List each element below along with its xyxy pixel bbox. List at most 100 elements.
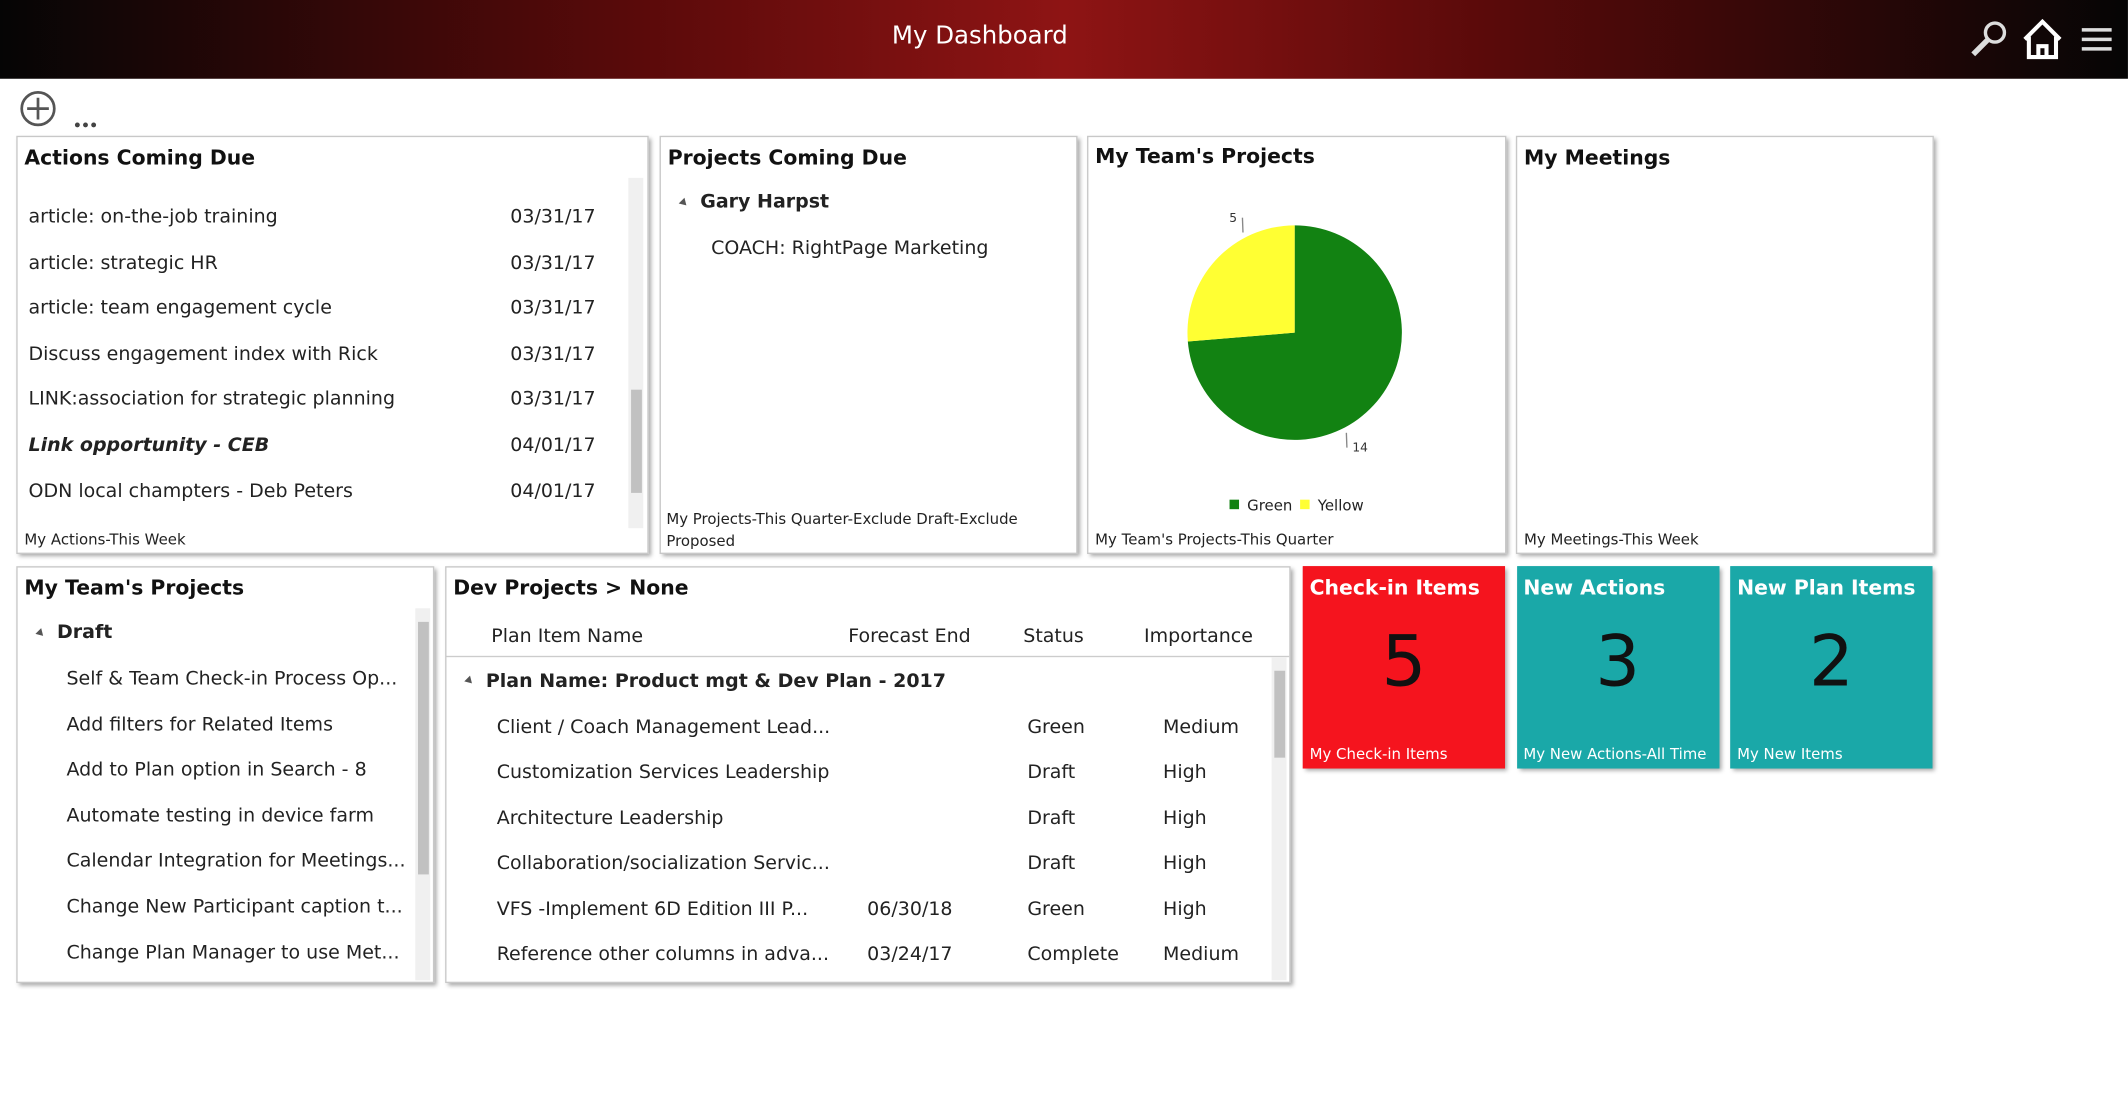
dev-cell: Complete bbox=[1027, 943, 1119, 966]
dev-cell: Green bbox=[1027, 716, 1085, 739]
leader-line bbox=[1241, 217, 1244, 233]
action-date: 03/31/17 bbox=[510, 206, 596, 229]
action-date: 03/31/17 bbox=[510, 388, 596, 411]
scrollbar bbox=[415, 608, 431, 981]
action-name: Discuss engagement index with Rick bbox=[28, 343, 378, 365]
team-chart-panel: My Team's Projects 14 5 Green Yellow My Team'… bbox=[1087, 135, 1507, 554]
group-label: Plan Name: Product mgt & Dev Plan - 2017 bbox=[485, 670, 947, 693]
tile-title: New Actions bbox=[1523, 575, 1666, 601]
action-date: 04/01/17 bbox=[510, 480, 596, 502]
panel-title: My Meetings bbox=[1524, 145, 1671, 170]
pie-slice bbox=[1187, 225, 1402, 440]
panel-footer: My Meetings-This Week bbox=[1524, 530, 1699, 549]
scrollbar bbox=[628, 177, 644, 529]
dev-cell: 03/24/17 bbox=[867, 943, 953, 966]
column-header: Forecast End bbox=[848, 625, 971, 648]
project-item: Change Plan Manager to use Met... bbox=[66, 941, 400, 964]
expand-arrow bbox=[678, 197, 690, 209]
tile-value: 3 bbox=[1595, 621, 1641, 704]
header-title: My Dashboard bbox=[891, 21, 1068, 51]
scroll-thumb bbox=[631, 389, 642, 493]
kpi-tile[interactable]: New Actions 3 My New Actions-All Time bbox=[1516, 566, 1719, 769]
dev-cell: High bbox=[1163, 807, 1207, 830]
kpi-tile[interactable]: Check-in Items 5 My Check-in Items bbox=[1302, 566, 1506, 769]
panel-footer: My Team's Projects-This Quarter bbox=[1095, 530, 1334, 549]
dev-cell: Draft bbox=[1027, 807, 1076, 830]
tile-value: 2 bbox=[1808, 621, 1854, 704]
header-icons[interactable] bbox=[1965, 16, 2117, 62]
dev-cell: High bbox=[1163, 852, 1207, 875]
action-date: 03/31/17 bbox=[510, 343, 596, 365]
scroll-thumb bbox=[417, 621, 429, 875]
panel-title: Dev Projects > None bbox=[453, 575, 689, 601]
action-name: article: strategic HR bbox=[28, 251, 218, 274]
scroll-thumb bbox=[1274, 670, 1286, 758]
action-date: 03/31/17 bbox=[510, 251, 596, 274]
dev-cell: Client / Coach Management Lead... bbox=[496, 716, 831, 739]
tile-value: 5 bbox=[1381, 621, 1427, 704]
project-item: Automate testing in device farm bbox=[66, 804, 374, 827]
toolbar[interactable] bbox=[18, 90, 105, 131]
dev-cell: 06/30/18 bbox=[867, 898, 953, 921]
panel-footer: My Actions-This Week bbox=[24, 530, 622, 549]
dev-cell: High bbox=[1163, 762, 1207, 784]
dev-cell: Architecture Leadership bbox=[496, 807, 724, 830]
column-header: Status bbox=[1023, 625, 1084, 648]
dev-cell: Reference other columns in adva... bbox=[496, 943, 830, 966]
column-header: Importance bbox=[1144, 625, 1253, 648]
actions-panel: Actions Coming Due article: on-the-job tr… bbox=[16, 135, 649, 554]
legend-label: Yellow bbox=[1317, 497, 1364, 515]
dev-cell: High bbox=[1163, 898, 1207, 921]
project-item: Add to Plan option in Search - 8 bbox=[66, 759, 367, 781]
dev-panel: Dev Projects > None Plan Item Name Forecas… bbox=[445, 566, 1291, 984]
tile-footer: My New Actions-All Time bbox=[1523, 745, 1707, 764]
tile-title: New Plan Items bbox=[1737, 575, 1916, 601]
action-name: Link opportunity - CEB bbox=[28, 434, 270, 457]
dev-cell: Medium bbox=[1163, 716, 1240, 739]
tile-footer: My Check-in Items bbox=[1309, 745, 1448, 764]
dev-cell: Collaboration/socialization Servic... bbox=[496, 852, 830, 875]
dev-cell: Green bbox=[1027, 898, 1085, 921]
group-label: Draft bbox=[56, 621, 113, 644]
pie-label: 5 bbox=[1229, 211, 1237, 225]
kpi-tile[interactable]: New Plan Items 2 My New Items bbox=[1730, 566, 1933, 769]
tile-footer: My New Items bbox=[1737, 745, 1843, 764]
dev-cell: Draft bbox=[1027, 852, 1076, 875]
action-date: 04/01/17 bbox=[510, 434, 596, 457]
legend-label: Green bbox=[1247, 497, 1292, 515]
action-name: article: team engagement cycle bbox=[28, 297, 332, 320]
column-header: Plan Item Name bbox=[491, 625, 644, 648]
expand-arrow bbox=[35, 628, 46, 639]
dev-cell: VFS -Implement 6D Edition III P... bbox=[496, 898, 809, 921]
expand-arrow bbox=[464, 675, 475, 687]
pie-label: 14 bbox=[1352, 441, 1368, 455]
panel-title: Actions Coming Due bbox=[24, 145, 256, 170]
tile-title: Check-in Items bbox=[1309, 575, 1480, 601]
action-name: article: on-the-job training bbox=[28, 206, 278, 229]
dev-cell: Medium bbox=[1163, 943, 1240, 966]
pie-slice bbox=[1187, 225, 1295, 342]
header bbox=[0, 0, 2128, 79]
dev-cell: Draft bbox=[1027, 762, 1076, 784]
legend-swatch bbox=[1229, 499, 1240, 510]
action-date: 03/31/17 bbox=[510, 297, 596, 320]
project-item: Change New Participant caption t... bbox=[66, 896, 403, 918]
header-rule bbox=[446, 655, 1290, 658]
pie-chart: 14 5 Green Yellow bbox=[1187, 211, 1402, 515]
group-label: Gary Harpst bbox=[700, 191, 830, 214]
meetings-panel: My Meetings My Meetings-This Week bbox=[1515, 135, 1934, 554]
project-item: Add filters for Related Items bbox=[66, 713, 333, 736]
dev-cell: Customization Services Leadership bbox=[496, 762, 830, 784]
leader-line bbox=[1345, 432, 1348, 448]
panel-title: My Team's Projects bbox=[1095, 143, 1315, 169]
panel-title: My Team's Projects bbox=[24, 575, 245, 601]
project-item: Self & Team Check-in Process Op... bbox=[66, 668, 398, 690]
team-list-panel: My Team's Projects Draft Self & Team Check… bbox=[16, 566, 435, 984]
panel-title: Projects Coming Due bbox=[667, 145, 907, 170]
project-item: COACH: RightPage Marketing bbox=[711, 237, 989, 260]
projects-due-panel: Projects Coming Due Gary Harpst COACH: Rig… bbox=[659, 135, 1078, 554]
panel-footer: My Projects-This Quarter-Exclude Draft-E… bbox=[666, 510, 1018, 550]
action-name: LINK:association for strategic planning bbox=[28, 388, 396, 411]
